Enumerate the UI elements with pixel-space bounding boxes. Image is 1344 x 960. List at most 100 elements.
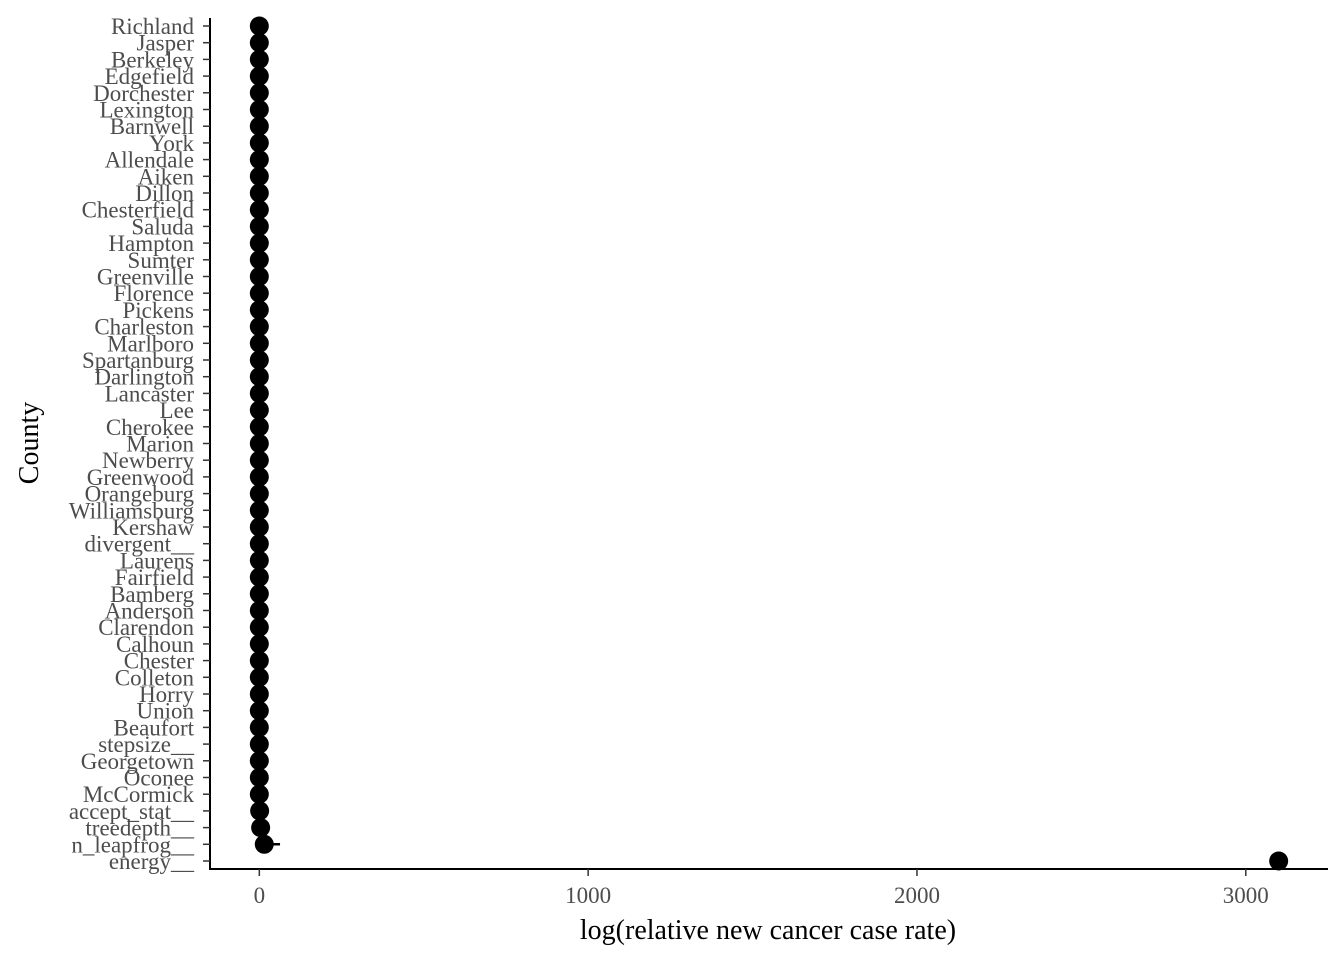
- y-tick-label-anderson: Anderson: [105, 599, 195, 624]
- y-tick-label-n-leapfrog: n_leapfrog__: [71, 832, 194, 857]
- point-spartanburg: [249, 350, 269, 370]
- point-laurens: [249, 550, 269, 570]
- point-richland: [249, 16, 269, 36]
- y-tick-label-mccormick: McCormick: [83, 782, 195, 807]
- y-tick-label-beaufort: Beaufort: [114, 715, 195, 740]
- y-tick-label-laurens: Laurens: [120, 548, 194, 573]
- y-tick-label-berkeley: Berkeley: [111, 47, 195, 72]
- y-tick-label-greenville: Greenville: [97, 265, 194, 290]
- point-allendale: [249, 150, 269, 170]
- y-tick-label-lee: Lee: [160, 398, 194, 423]
- point-lancaster: [249, 383, 269, 403]
- point-marlboro: [249, 333, 269, 353]
- y-tick-label-stepsize: stepsize__: [98, 732, 194, 757]
- y-tick-label-jasper: Jasper: [137, 31, 195, 56]
- point-n-leapfrog: [254, 834, 274, 854]
- point-pickens: [249, 300, 269, 320]
- y-tick-label-orangeburg: Orangeburg: [85, 482, 195, 507]
- point-york: [249, 133, 269, 153]
- plot-area: [249, 16, 1289, 871]
- point-williamsburg: [249, 500, 269, 520]
- point-dorchester: [249, 83, 269, 103]
- y-tick-label-lexington: Lexington: [99, 98, 194, 123]
- point-cherokee: [249, 417, 269, 437]
- point-bamberg: [249, 584, 269, 604]
- y-tick-label-charleston: Charleston: [94, 315, 194, 340]
- y-tick-label-allendale: Allendale: [105, 148, 194, 173]
- x-tick-label-3000: 3000: [1223, 883, 1269, 908]
- y-tick-label-darlington: Darlington: [94, 365, 194, 390]
- y-tick-label-bamberg: Bamberg: [110, 582, 194, 607]
- x-axis-title: log(relative new cancer case rate): [580, 915, 956, 946]
- point-charleston: [249, 317, 269, 337]
- point-union: [249, 701, 269, 721]
- y-tick-label-richland: Richland: [111, 14, 195, 39]
- point-barnwell: [249, 116, 269, 136]
- point-hampton: [249, 233, 269, 253]
- point-clarendon: [249, 617, 269, 637]
- y-tick-label-divergent: divergent__: [85, 532, 195, 557]
- y-tick-label-williamsburg: Williamsburg: [69, 498, 195, 523]
- point-sumter: [249, 250, 269, 270]
- point-greenville: [249, 267, 269, 286]
- x-tick-label-1000: 1000: [565, 883, 611, 908]
- point-chesterfield: [249, 200, 269, 220]
- y-tick-label-chester: Chester: [124, 649, 195, 674]
- point-kershaw: [249, 517, 269, 537]
- y-axis-title: County: [14, 402, 45, 484]
- point-divergent: [249, 534, 269, 554]
- point-berkeley: [249, 49, 269, 69]
- y-tick-label-accept-stat: accept_stat__: [69, 799, 195, 824]
- point-colleton: [249, 667, 269, 687]
- x-tick-label-2000: 2000: [894, 883, 940, 908]
- point-edgefield: [249, 66, 269, 86]
- y-tick-label-marion: Marion: [126, 432, 194, 457]
- point-dillon: [249, 183, 269, 203]
- point-calhoun: [249, 634, 269, 654]
- point-lee: [249, 400, 269, 420]
- y-tick-label-greenwood: Greenwood: [87, 465, 195, 490]
- point-orangeburg: [249, 484, 269, 504]
- y-tick-label-treedepth: treedepth__: [85, 816, 194, 841]
- y-tick-label-chesterfield: Chesterfield: [82, 198, 195, 223]
- y-tick-label-saluda: Saluda: [131, 214, 194, 239]
- point-georgetown: [249, 751, 269, 771]
- point-stepsize: [249, 734, 269, 754]
- point-mccormick: [249, 784, 269, 804]
- y-tick-label-edgefield: Edgefield: [105, 64, 195, 89]
- point-florence: [249, 283, 269, 303]
- point-beaufort: [249, 717, 269, 737]
- point-darlington: [249, 367, 269, 387]
- y-tick-label-energy: energy__: [109, 849, 195, 874]
- y-tick-label-florence: Florence: [114, 281, 194, 306]
- point-chester: [249, 651, 269, 671]
- point-greenwood: [249, 467, 269, 487]
- point-lexington: [249, 100, 269, 119]
- point-fairfield: [249, 567, 269, 587]
- y-tick-label-sumter: Sumter: [128, 248, 195, 273]
- y-tick-label-georgetown: Georgetown: [81, 749, 195, 774]
- point-treedepth: [251, 818, 271, 838]
- point-marion: [249, 434, 269, 453]
- y-tick-label-york: York: [149, 131, 194, 156]
- y-tick-label-aiken: Aiken: [138, 164, 195, 189]
- y-axis-ticks: RichlandJasperBerkeleyEdgefieldDorcheste…: [69, 14, 210, 874]
- y-tick-label-kershaw: Kershaw: [112, 515, 194, 540]
- y-tick-label-hampton: Hampton: [108, 231, 194, 256]
- y-tick-label-spartanburg: Spartanburg: [82, 348, 195, 373]
- y-tick-label-clarendon: Clarendon: [98, 615, 194, 640]
- point-aiken: [249, 166, 269, 186]
- y-tick-label-dorchester: Dorchester: [93, 81, 194, 106]
- point-accept-stat: [250, 801, 270, 821]
- y-tick-label-horry: Horry: [139, 682, 194, 707]
- y-tick-label-newberry: Newberry: [102, 448, 194, 473]
- point-horry: [249, 684, 269, 704]
- y-tick-label-cherokee: Cherokee: [106, 415, 194, 440]
- y-tick-label-oconee: Oconee: [124, 766, 194, 791]
- y-tick-label-fairfield: Fairfield: [115, 565, 195, 590]
- y-tick-label-lancaster: Lancaster: [105, 381, 195, 406]
- y-tick-label-marlboro: Marlboro: [107, 331, 194, 356]
- point-oconee: [249, 768, 269, 787]
- y-tick-label-colleton: Colleton: [115, 665, 195, 690]
